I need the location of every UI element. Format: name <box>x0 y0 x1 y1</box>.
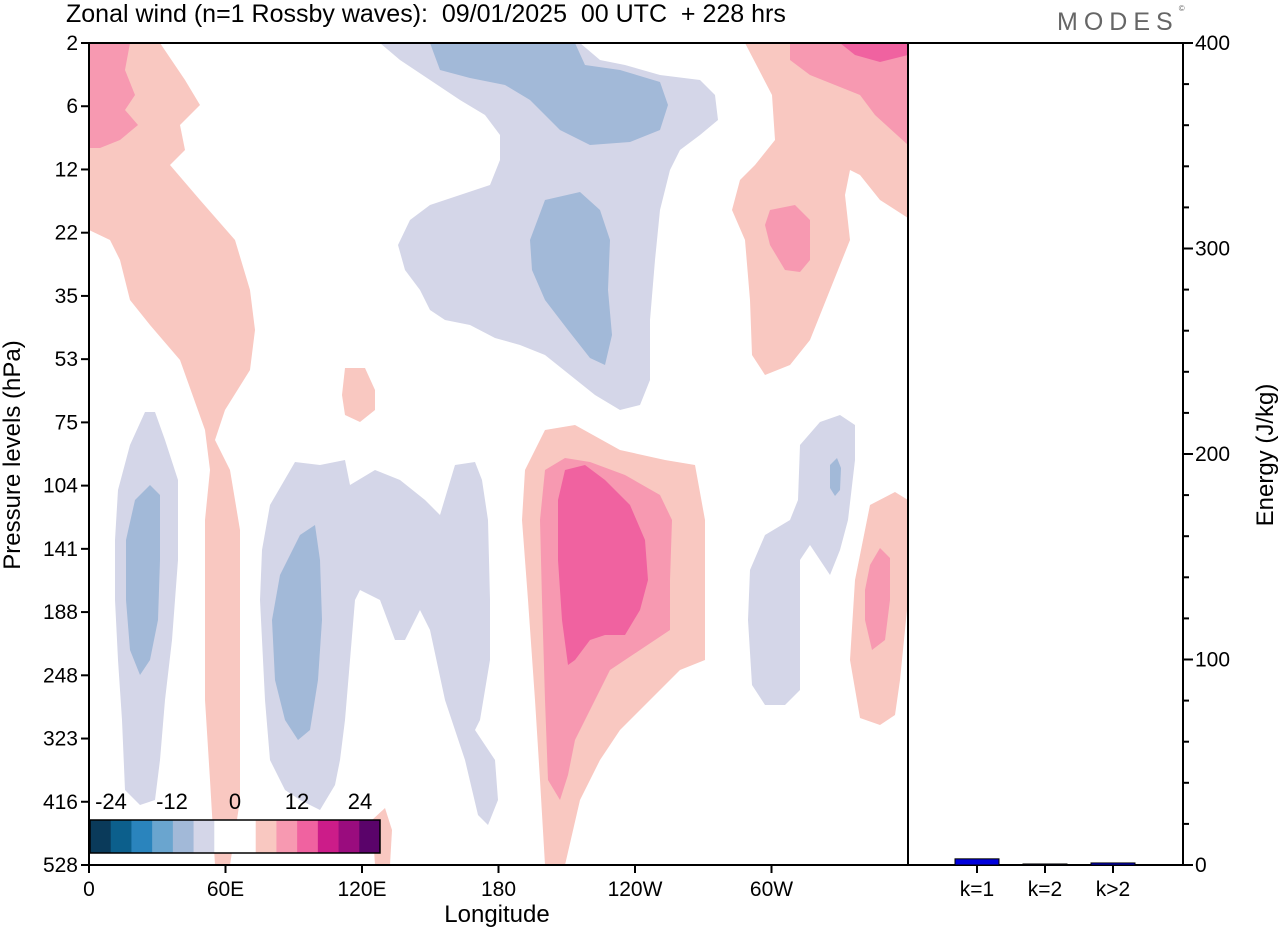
contour-neg-weak-center-left <box>260 460 498 825</box>
logo-text: MODES <box>1057 8 1179 36</box>
colorbar-swatch <box>235 820 257 853</box>
y-tick-label: 53 <box>55 348 78 371</box>
contour-pos-mid-topleft <box>89 43 138 148</box>
colorbar-swatch <box>90 820 112 853</box>
contour-neg-strong-top-central <box>430 43 668 145</box>
bar-category-label: k=1 <box>960 878 994 901</box>
copyright-mark: © <box>1178 3 1185 13</box>
contour-pos-mid-lower-right <box>865 548 890 650</box>
contour-field <box>89 43 908 865</box>
colorbar-swatch <box>359 820 381 853</box>
y-tick-label: 188 <box>43 601 78 624</box>
x-tick-label: 60W <box>750 878 793 901</box>
y-tick-label: 35 <box>55 285 78 308</box>
x-axis-title: Longitude <box>444 901 549 928</box>
y-tick-label: 104 <box>43 475 78 498</box>
contour-pos-weak-topright <box>732 43 908 375</box>
y-tick-label: 75 <box>55 411 78 434</box>
y-tick-label: 2 <box>66 32 78 55</box>
colorbar-label: -24 <box>95 789 127 814</box>
x-tick-label: 180 <box>481 878 516 901</box>
y-axis-title: Pressure levels (hPa) <box>0 340 26 569</box>
colorbar-swatch <box>172 820 195 853</box>
bar-category-labels: k=1 k=2 k>2 <box>960 865 1130 901</box>
energy-axis-ticks: 0 100 200 300 400 <box>1183 32 1230 877</box>
contour-pos-mid-topright <box>790 43 908 145</box>
colorbar-swatch <box>338 820 360 853</box>
y-tick-label: 248 <box>43 664 78 687</box>
colorbar <box>89 819 381 854</box>
colorbar-swatch <box>110 820 132 853</box>
energy-bars <box>954 858 1136 866</box>
colorbar-swatch <box>297 820 319 853</box>
contour-neg-strong-mid-central <box>530 192 612 365</box>
energy-axis-title: Energy (J/kg) <box>1252 384 1279 527</box>
colorbar-swatch <box>193 820 215 853</box>
contour-pos-strong-topright <box>840 43 908 62</box>
colorbar-frame <box>89 819 381 854</box>
bar-category-label: k=2 <box>1028 878 1062 901</box>
colorbar-labels: -24 -12 0 12 24 <box>95 789 372 814</box>
colorbar-swatch <box>255 820 277 853</box>
contour-pos-weak-blob <box>342 368 375 422</box>
colorbar-label: -12 <box>156 789 188 814</box>
colorbar-label: 12 <box>285 789 309 814</box>
colorbar-label: 0 <box>229 789 241 814</box>
contour-neg-weak-right <box>748 415 855 705</box>
contour-pos-mid-island <box>765 205 810 272</box>
colorbar-swatch <box>276 820 298 853</box>
energy-bar <box>1090 862 1136 866</box>
energy-tick-label: 100 <box>1195 649 1230 672</box>
y-tick-label: 6 <box>66 95 78 118</box>
y-axis-ticks: 2 6 12 22 35 53 75 104 141 188 248 323 416 528 <box>43 32 89 877</box>
y-tick-label: 141 <box>43 538 78 561</box>
y-tick-label: 416 <box>43 791 78 814</box>
y-tick-label: 12 <box>55 158 78 181</box>
contour-neg-strong-left-column <box>126 485 160 675</box>
contour-pos-weak-left-streak <box>89 43 255 865</box>
x-tick-label: 0 <box>83 878 95 901</box>
energy-tick-label: 400 <box>1195 32 1230 55</box>
x-tick-label: 120W <box>608 878 663 901</box>
contour-pos-strong-central <box>558 465 648 665</box>
contour-neg-strong-center-left <box>272 525 322 740</box>
colorbar-swatch <box>317 820 340 853</box>
energy-tick-label: 300 <box>1195 238 1230 261</box>
y-tick-label: 22 <box>55 222 78 245</box>
colorbar-swatch <box>152 820 174 853</box>
bar-panel-frame <box>907 42 1184 866</box>
colorbar-swatch <box>131 820 153 853</box>
y-tick-label: 323 <box>43 728 78 751</box>
bar-category-label: k>2 <box>1096 878 1130 901</box>
chart-title: Zonal wind (n=1 Rossby waves): 09/01/202… <box>66 0 786 28</box>
y-tick-label: 528 <box>43 854 78 877</box>
energy-tick-label: 200 <box>1195 443 1230 466</box>
modes-logo: MODES© <box>1057 4 1185 37</box>
colorbar-swatch <box>214 820 236 853</box>
energy-bar <box>954 858 1000 866</box>
contour-neg-strong-right-dot <box>830 458 841 496</box>
x-tick-label: 120E <box>337 878 386 901</box>
energy-bar <box>1022 863 1068 866</box>
x-axis-ticks: 0 60E 120E 180 120W 60W <box>83 865 793 901</box>
x-tick-label: 60E <box>207 878 244 901</box>
colorbar-label: 24 <box>348 789 372 814</box>
energy-tick-label: 0 <box>1195 854 1207 877</box>
